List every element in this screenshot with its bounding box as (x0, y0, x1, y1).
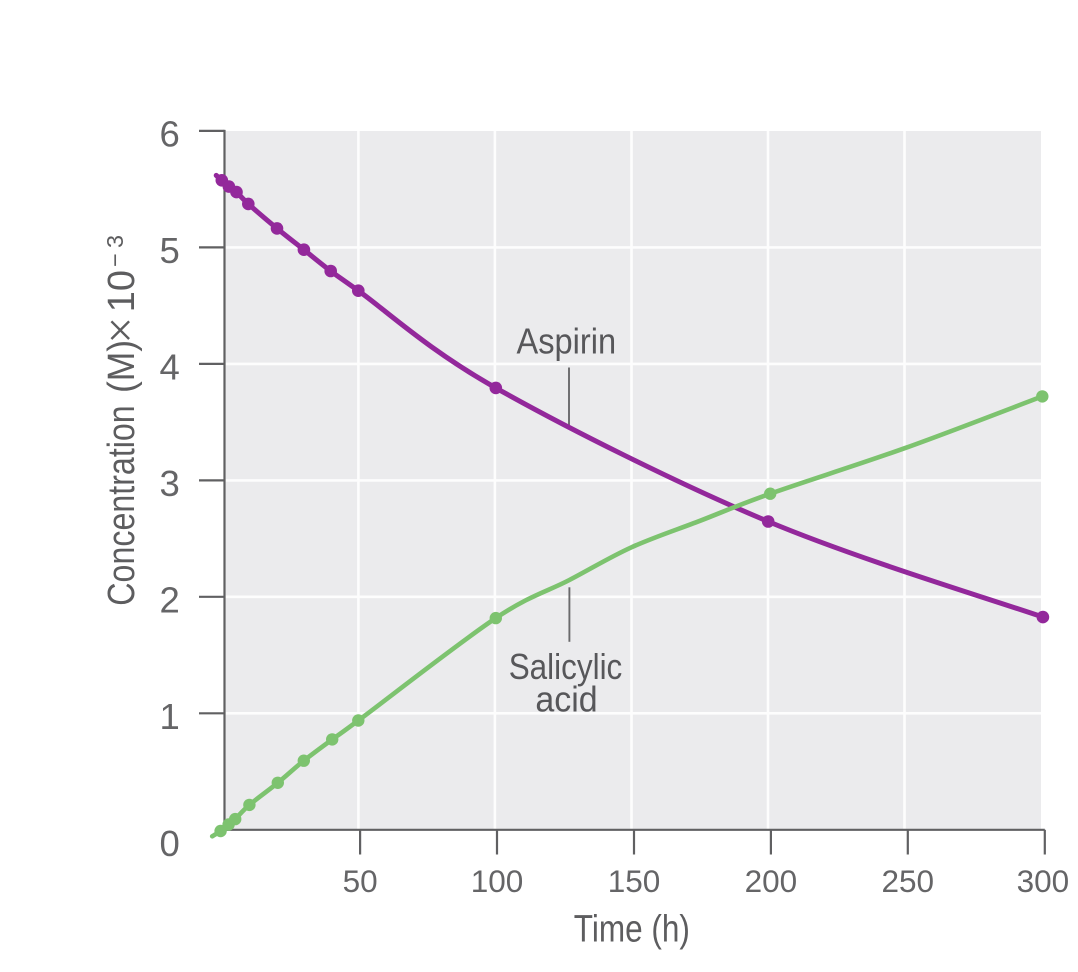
svg-text:(M): (M) (101, 340, 143, 393)
svg-text:3: 3 (159, 463, 179, 504)
svg-text:2: 2 (159, 579, 179, 620)
svg-text:6: 6 (159, 114, 179, 155)
svg-text:250: 250 (882, 863, 935, 899)
svg-text:200: 200 (745, 863, 798, 899)
svg-text:Concentration: Concentration (101, 405, 143, 605)
svg-text:acid: acid (535, 679, 597, 720)
svg-text:4: 4 (159, 347, 179, 388)
svg-text:1: 1 (159, 696, 179, 737)
svg-text:3: 3 (102, 235, 128, 248)
svg-text:−: − (102, 253, 128, 267)
svg-text:50: 50 (343, 863, 378, 899)
svg-text:150: 150 (608, 863, 661, 899)
svg-text:10: 10 (101, 270, 143, 312)
svg-text:Salicylic: Salicylic (509, 646, 623, 687)
svg-text:Time (h): Time (h) (574, 909, 690, 951)
svg-text:0: 0 (159, 823, 179, 864)
svg-text:300: 300 (1017, 863, 1070, 899)
svg-text:100: 100 (471, 863, 524, 899)
svg-text:Aspirin: Aspirin (516, 321, 616, 362)
svg-text:5: 5 (159, 230, 179, 271)
